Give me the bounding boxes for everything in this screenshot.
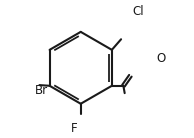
- Text: O: O: [156, 52, 165, 66]
- Text: Br: Br: [35, 84, 48, 97]
- Text: F: F: [71, 122, 78, 135]
- Text: Cl: Cl: [132, 5, 144, 18]
